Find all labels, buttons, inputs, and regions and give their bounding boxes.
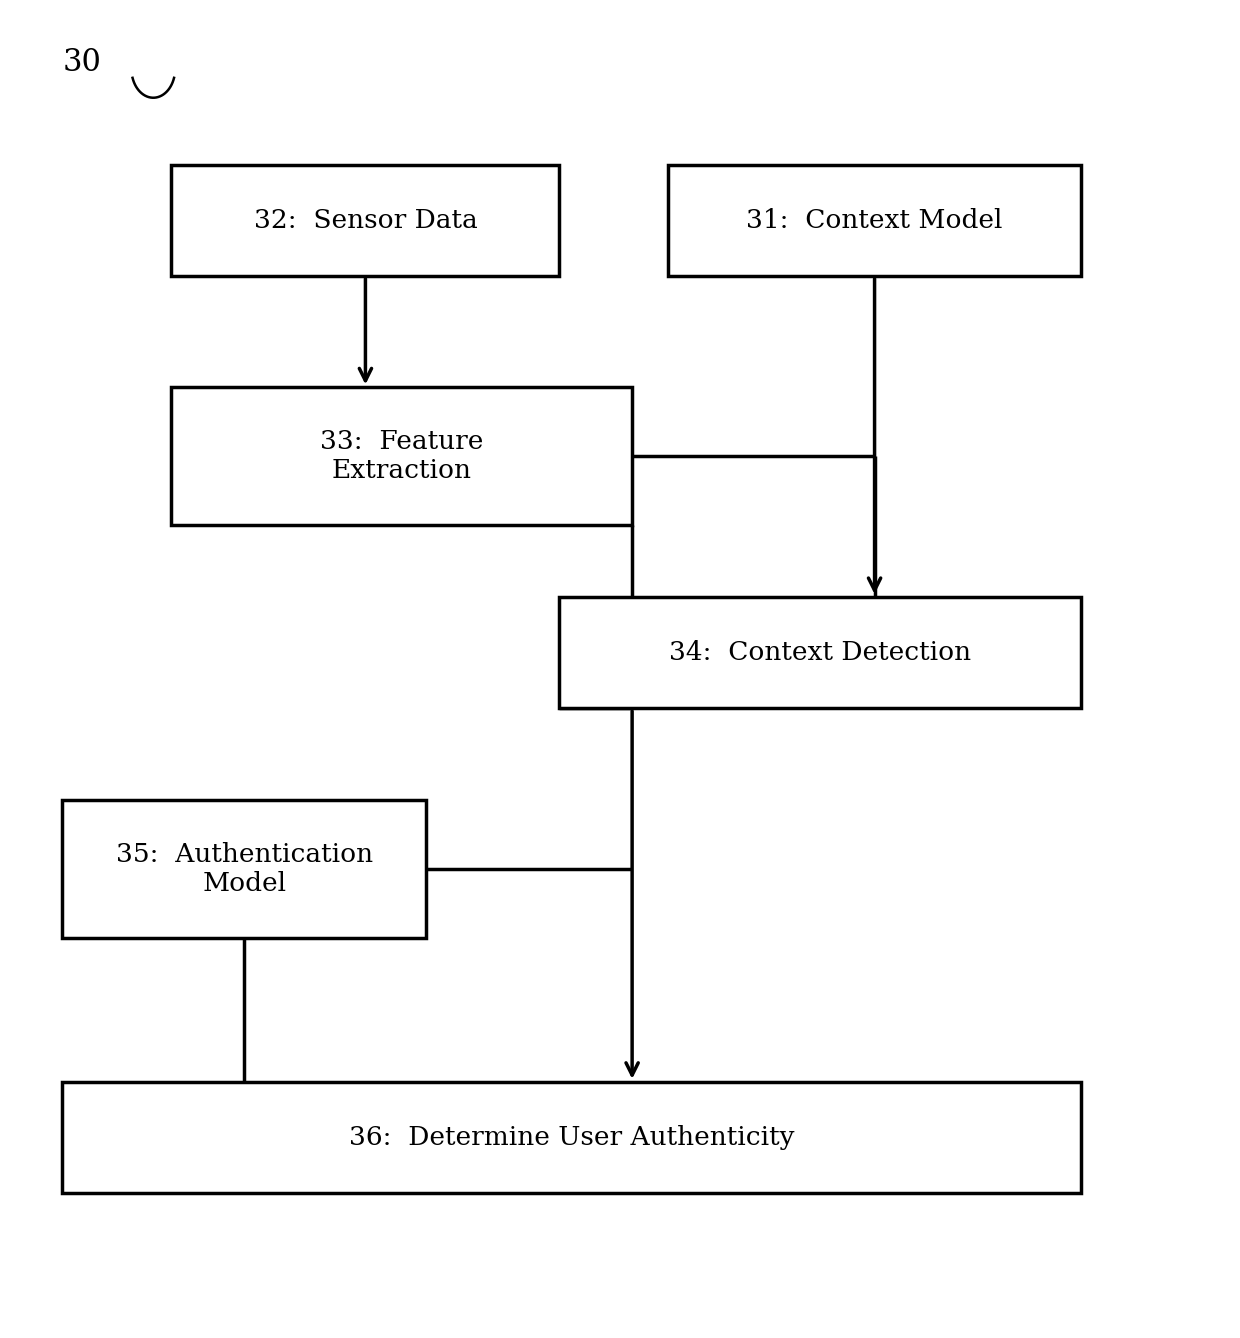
Text: 32:  Sensor Data: 32: Sensor Data — [253, 207, 477, 233]
Text: 35:  Authentication
Model: 35: Authentication Model — [115, 842, 373, 896]
FancyBboxPatch shape — [171, 165, 559, 276]
Text: 30: 30 — [62, 47, 102, 78]
Text: 31:  Context Model: 31: Context Model — [746, 207, 1003, 233]
FancyBboxPatch shape — [559, 597, 1080, 708]
FancyBboxPatch shape — [62, 1081, 1080, 1193]
FancyBboxPatch shape — [171, 387, 632, 524]
FancyBboxPatch shape — [668, 165, 1080, 276]
Text: 34:  Context Detection: 34: Context Detection — [668, 640, 971, 665]
Text: 36:  Determine User Authenticity: 36: Determine User Authenticity — [348, 1125, 795, 1149]
FancyBboxPatch shape — [62, 800, 427, 938]
Text: 33:  Feature
Extraction: 33: Feature Extraction — [320, 429, 484, 483]
